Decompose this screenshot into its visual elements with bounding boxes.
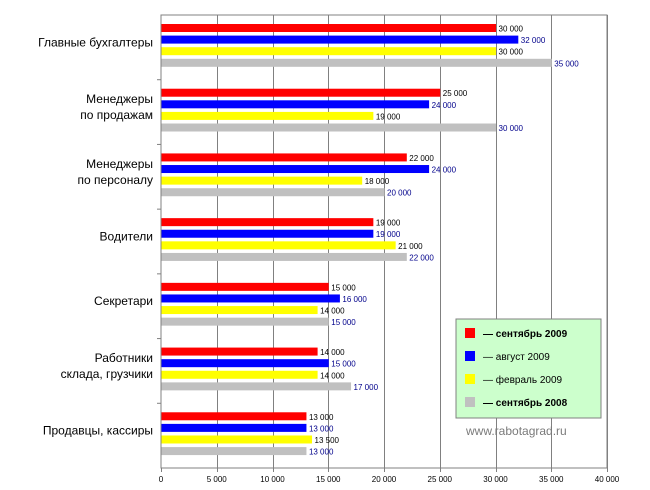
x-tick-label: 0	[159, 475, 164, 484]
category-label-line: Менеджеры	[86, 92, 153, 106]
bar	[161, 218, 374, 227]
bar-value-label: 13 000	[309, 413, 334, 422]
bar-value-label: 21 000	[398, 242, 423, 251]
legend-swatch	[465, 351, 475, 361]
bar	[161, 347, 318, 356]
category-label-line: Водители	[100, 230, 153, 244]
legend-label: — август 2009	[483, 352, 550, 363]
legend-swatch	[465, 397, 475, 407]
category-label: Менеджеры по персоналу	[78, 157, 153, 187]
bar	[161, 317, 329, 326]
bar	[161, 165, 430, 174]
x-tick-label: 5 000	[207, 475, 228, 484]
bar-value-label: 22 000	[409, 253, 434, 262]
bar	[161, 153, 407, 162]
bar	[161, 188, 385, 197]
bar-value-label: 30 000	[499, 25, 524, 34]
bar-value-label: 13 000	[309, 448, 334, 457]
bar	[161, 306, 318, 315]
legend-label: — февраль 2009	[483, 374, 563, 386]
legend-label: — сентябрь 2009	[483, 328, 568, 340]
category-label: Главные бухгалтеры	[38, 35, 153, 49]
bar-value-label: 15 000	[331, 360, 356, 369]
bar	[161, 282, 329, 291]
category-label-line: Секретари	[94, 294, 153, 308]
bar	[161, 447, 307, 456]
bar-value-label: 13 500	[315, 436, 340, 445]
bar-value-label: 15 000	[331, 283, 356, 292]
bar	[161, 47, 496, 56]
category-label: Менеджеры по продажам	[80, 92, 153, 122]
bar	[161, 35, 519, 44]
bar	[161, 88, 441, 97]
bar-value-label: 22 000	[409, 154, 434, 163]
bar-value-label: 14 000	[320, 348, 345, 357]
bar	[161, 359, 329, 368]
bar-value-label: 35 000	[554, 59, 579, 68]
bar-value-label: 20 000	[387, 189, 412, 198]
category-label: Водители	[100, 230, 153, 244]
legend-label: — сентябрь 2008	[483, 397, 568, 409]
category-label: Продавцы, кассиры	[43, 424, 153, 438]
bar	[161, 58, 552, 67]
watermark-text: www.rabotagrad.ru	[465, 424, 567, 438]
bar-value-label: 30 000	[499, 124, 524, 133]
x-axis: 0 5 000 10 000 15 000 20 000 25 000 30 000 35 0…	[157, 79, 620, 484]
legend-swatch	[465, 328, 475, 338]
bar-value-label: 17 000	[354, 383, 379, 392]
x-tick-label: 25 000	[428, 475, 453, 484]
x-tick-label: 10 000	[260, 475, 285, 484]
x-tick-label: 30 000	[483, 475, 508, 484]
bar	[161, 423, 307, 432]
bar-value-label: 19 000	[376, 219, 401, 228]
bar	[161, 111, 374, 120]
legend-box	[455, 318, 602, 419]
x-tick-label: 40 000	[595, 475, 620, 484]
category-label-line: Работники	[95, 351, 153, 365]
bar	[161, 176, 363, 185]
category-label-line: склада, грузчики	[61, 367, 153, 381]
bar-value-label: 14 000	[320, 307, 345, 316]
category-label-line: по продажам	[80, 108, 153, 122]
bar-value-label: 24 000	[432, 166, 457, 175]
bar-series: 30 000 32 000 30 000 35 000 25 000 24 000 19 0…	[161, 24, 579, 457]
bar	[161, 100, 430, 109]
x-tick-label: 35 000	[539, 475, 564, 484]
category-label: Работники склада, грузчики	[61, 351, 153, 381]
category-label-line: Продавцы, кассиры	[43, 424, 153, 438]
bar-value-label: 14 000	[320, 371, 345, 380]
category-label-line: по персоналу	[78, 173, 153, 187]
bar-value-label: 13 000	[309, 424, 334, 433]
bar-value-label: 25 000	[443, 89, 468, 98]
bar-value-label: 15 000	[331, 318, 356, 327]
category-label: Секретари	[94, 294, 153, 308]
bar	[161, 252, 407, 261]
bar-value-label: 16 000	[342, 295, 367, 304]
bar-value-label: 19 000	[376, 112, 401, 121]
bar	[161, 24, 496, 32]
x-tick-label: 15 000	[316, 475, 341, 484]
bar-value-label: 32 000	[521, 36, 546, 45]
bar	[161, 123, 496, 132]
bar	[161, 241, 396, 250]
bar-value-label: 30 000	[499, 48, 524, 57]
bar	[161, 229, 374, 238]
category-label-line: Главные бухгалтеры	[38, 35, 153, 49]
bar	[161, 370, 318, 379]
bar-value-label: 24 000	[432, 101, 457, 110]
bar-value-label: 19 000	[376, 230, 401, 239]
bar	[161, 412, 307, 421]
legend: — сентябрь 2009 — август 2009 — февраль 20…	[455, 318, 602, 419]
bar	[161, 382, 352, 391]
category-label-line: Менеджеры	[86, 157, 153, 171]
bar-value-label: 18 000	[365, 177, 390, 186]
bar	[161, 294, 340, 303]
legend-swatch	[465, 374, 475, 384]
x-tick-label: 20 000	[372, 475, 397, 484]
bar	[161, 435, 313, 444]
